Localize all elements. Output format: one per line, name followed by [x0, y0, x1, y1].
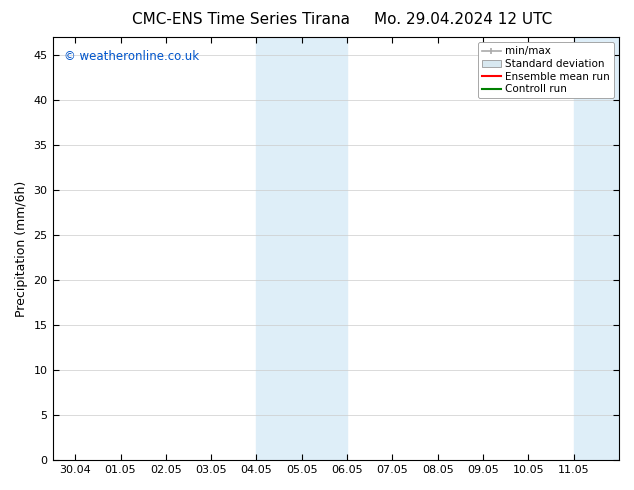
- Bar: [574, 37, 634, 460]
- Text: Mo. 29.04.2024 12 UTC: Mo. 29.04.2024 12 UTC: [373, 12, 552, 27]
- Legend: min/max, Standard deviation, Ensemble mean run, Controll run: min/max, Standard deviation, Ensemble me…: [478, 42, 614, 98]
- Text: © weatheronline.co.uk: © weatheronline.co.uk: [64, 50, 199, 63]
- Y-axis label: Precipitation (mm/6h): Precipitation (mm/6h): [15, 180, 28, 317]
- Text: CMC-ENS Time Series Tirana: CMC-ENS Time Series Tirana: [132, 12, 350, 27]
- Bar: [257, 37, 347, 460]
